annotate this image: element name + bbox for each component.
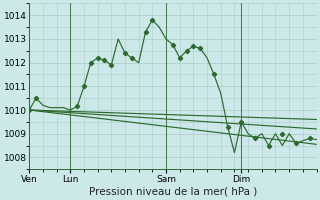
X-axis label: Pression niveau de la mer( hPa ): Pression niveau de la mer( hPa ) xyxy=(89,187,257,197)
